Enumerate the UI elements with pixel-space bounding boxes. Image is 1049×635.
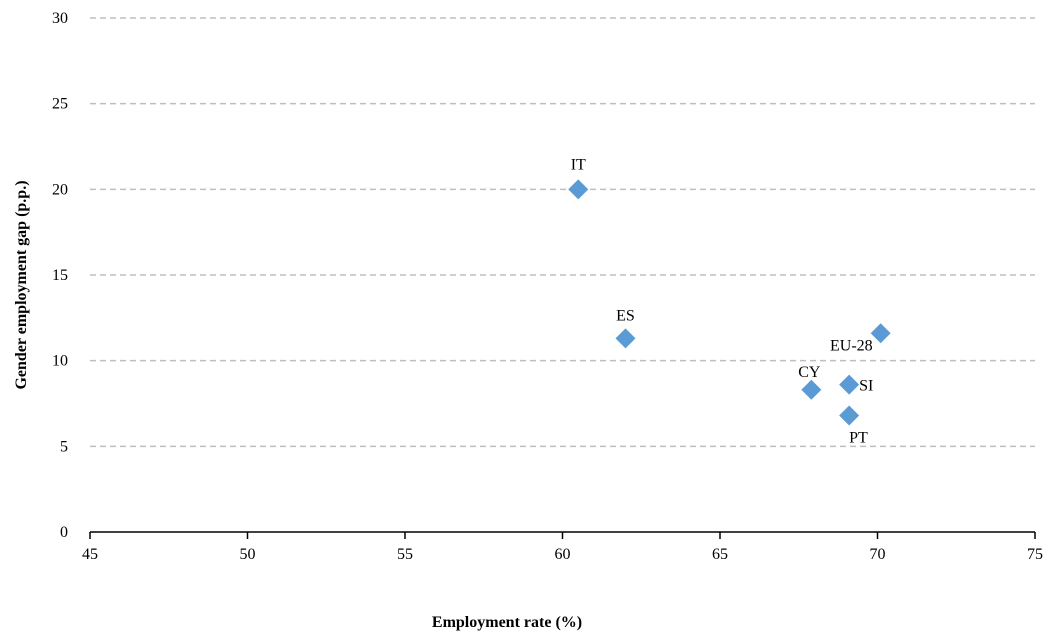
y-axis-title: Gender employment gap (p.p.)	[13, 180, 30, 389]
point-labels: IT ES EU-28 CY SI PT	[571, 156, 874, 446]
point-label-si: SI	[859, 378, 873, 395]
point-si	[839, 374, 860, 395]
x-tick-label-75: 75	[1027, 546, 1043, 563]
x-tick-label-55: 55	[397, 546, 413, 563]
x-tick-label-65: 65	[712, 546, 728, 563]
y-tick-label-20: 20	[52, 181, 68, 198]
y-tick-label-30: 30	[52, 10, 68, 27]
x-axis-title: Employment rate (%)	[432, 614, 582, 631]
point-eu-28	[870, 323, 891, 344]
point-cy	[801, 379, 822, 400]
point-it	[568, 179, 589, 200]
point-label-es: ES	[616, 307, 635, 324]
data-points	[568, 179, 891, 426]
point-pt	[839, 405, 860, 426]
x-tick-label-70: 70	[870, 546, 886, 563]
point-label-pt: PT	[849, 429, 868, 446]
point-label-it: IT	[571, 156, 586, 173]
point-es	[615, 328, 636, 349]
axes	[89, 531, 1036, 539]
y-tick-label-25: 25	[52, 96, 68, 113]
point-label-cy: CY	[798, 364, 821, 381]
x-tick-label-45: 45	[82, 546, 98, 563]
tick-labels: 45 50 55 60 65 70 75 0 5 10 15 20 25 30	[52, 10, 1043, 563]
y-tick-label-5: 5	[60, 438, 68, 455]
gridlines	[90, 17, 1035, 448]
y-tick-label-0: 0	[60, 524, 68, 541]
point-label-eu-28: EU-28	[830, 337, 873, 354]
x-tick-label-50: 50	[240, 546, 256, 563]
y-tick-label-15: 15	[52, 267, 68, 284]
y-tick-label-10: 10	[52, 353, 68, 370]
x-tick-label-60: 60	[555, 546, 571, 563]
